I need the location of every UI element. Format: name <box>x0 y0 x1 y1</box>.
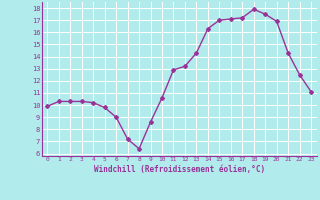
X-axis label: Windchill (Refroidissement éolien,°C): Windchill (Refroidissement éolien,°C) <box>94 165 265 174</box>
